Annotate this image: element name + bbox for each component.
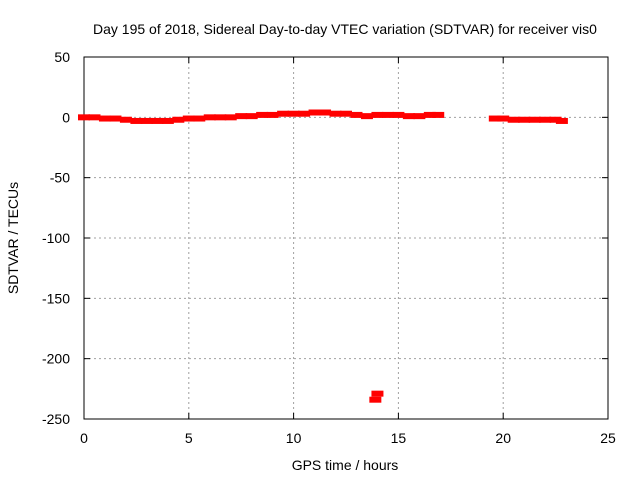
- data-point: [98, 115, 111, 122]
- data-point: [224, 114, 237, 121]
- data-point: [140, 117, 153, 124]
- data-point: [371, 390, 384, 397]
- x-tick-label: 10: [286, 430, 302, 446]
- axis-ticks: 0 5 10 15 20 25 50 0 -50 -100 -150 -200 -250: [42, 49, 616, 446]
- data-point: [371, 111, 384, 118]
- data-point: [555, 117, 568, 124]
- data-point: [109, 115, 122, 122]
- data-point: [369, 396, 382, 403]
- data-point: [203, 114, 216, 121]
- data-point: [497, 115, 510, 122]
- data-point: [350, 111, 363, 118]
- x-tick-label: 20: [495, 430, 511, 446]
- y-tick-label: 50: [54, 49, 70, 65]
- chart-title: Day 195 of 2018, Sidereal Day-to-day VTE…: [93, 21, 597, 37]
- data-point: [266, 111, 279, 118]
- data-point: [308, 109, 321, 116]
- data-point: [432, 111, 445, 118]
- y-tick-label: -100: [42, 230, 70, 246]
- data-point: [193, 115, 206, 122]
- data-point: [172, 116, 185, 123]
- data-point: [277, 110, 290, 117]
- data-point: [287, 110, 300, 117]
- data-point: [488, 115, 501, 122]
- data-point: [423, 111, 436, 118]
- data-point: [319, 109, 332, 116]
- data-point: [549, 116, 562, 123]
- y-tick-label: -250: [42, 411, 70, 427]
- data-point: [298, 110, 311, 117]
- data-point: [119, 116, 132, 123]
- data-point: [88, 114, 101, 121]
- data-point: [518, 116, 531, 123]
- x-tick-label: 15: [391, 430, 407, 446]
- data-point: [392, 111, 405, 118]
- x-axis-label: GPS time / hours: [292, 457, 399, 473]
- data-point: [507, 116, 520, 123]
- data-point: [245, 113, 258, 120]
- data-point: [381, 111, 394, 118]
- data-point: [329, 110, 342, 117]
- x-tick-label: 25: [600, 430, 616, 446]
- y-tick-label: -50: [50, 170, 70, 186]
- data-point: [161, 117, 174, 124]
- data-point: [130, 117, 143, 124]
- data-point: [182, 115, 195, 122]
- data-point: [340, 110, 352, 117]
- data-point: [151, 117, 164, 124]
- x-tick-label: 0: [80, 430, 88, 446]
- data-point: [78, 114, 90, 121]
- data-points: [78, 109, 568, 403]
- data-point: [528, 116, 541, 123]
- data-point: [413, 113, 426, 120]
- x-tick-label: 5: [185, 430, 193, 446]
- data-point: [256, 111, 269, 118]
- y-tick-label: -200: [42, 351, 70, 367]
- y-axis-label: SDTVAR / TECUs: [5, 182, 21, 294]
- data-point: [402, 113, 415, 120]
- data-point: [360, 113, 373, 120]
- y-tick-label: 0: [62, 109, 70, 125]
- data-point: [539, 116, 552, 123]
- data-point: [214, 114, 227, 121]
- data-point: [235, 113, 248, 120]
- y-tick-label: -150: [42, 290, 70, 306]
